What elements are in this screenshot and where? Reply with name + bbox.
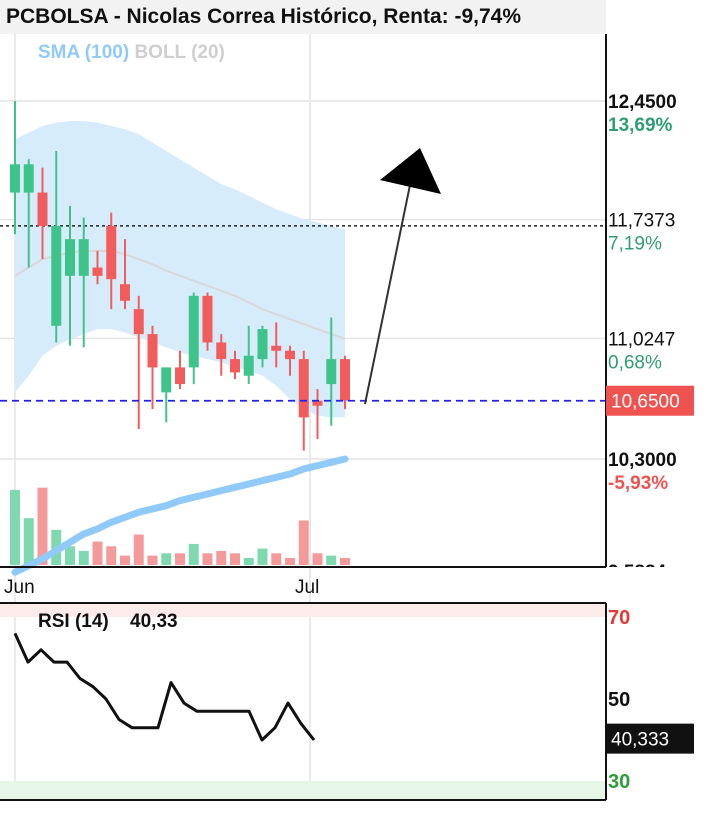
volume-bar xyxy=(188,543,199,565)
indicator-legend: SMA (100) BOLL (20) xyxy=(38,42,225,64)
volume-bar xyxy=(92,541,103,565)
rsi-label[interactable]: RSI (14) xyxy=(38,611,109,632)
rsi-tick-label: 70 xyxy=(608,607,630,629)
x-tick-label: Jul xyxy=(295,577,319,598)
volume-bar xyxy=(312,553,323,565)
x-tick-label: Jun xyxy=(4,577,35,598)
rsi-legend: RSI (14) 40,33 xyxy=(38,611,178,633)
rsi-current-label: 40,333 xyxy=(611,730,669,751)
volume-bar xyxy=(271,553,282,565)
candle-body xyxy=(175,367,185,385)
current-price-tag xyxy=(606,385,694,416)
rsi-overbought-zone xyxy=(0,603,606,617)
y-tick-label: 11,7373 xyxy=(608,211,675,232)
candle-body xyxy=(202,295,213,343)
rsi-oversold-zone xyxy=(0,781,606,800)
candle-body xyxy=(243,355,254,376)
candle-body xyxy=(340,359,350,401)
rsi-tick-label: 30 xyxy=(608,771,630,793)
volume-bar xyxy=(10,490,20,565)
candle-body xyxy=(78,239,89,276)
y-tick-percent: 0,68% xyxy=(608,352,662,373)
volume-bar xyxy=(230,553,240,565)
candle-body xyxy=(161,367,172,393)
volume-bar xyxy=(161,553,172,565)
candle-body xyxy=(188,295,199,368)
candle-body xyxy=(312,400,323,406)
rsi-line xyxy=(13,632,316,742)
rsi-value: 40,33 xyxy=(130,611,178,632)
candle-body xyxy=(106,225,117,280)
sma-line xyxy=(11,455,349,576)
partial-label-mask xyxy=(606,567,708,603)
volume-bar xyxy=(257,548,268,565)
annotation-arrow-head xyxy=(380,148,441,194)
y-tick-percent: 13,69% xyxy=(608,115,673,136)
candle-body xyxy=(51,225,62,326)
y-tick-label: 12,4500 xyxy=(608,92,677,113)
volume-bar xyxy=(326,555,337,565)
candle-body xyxy=(65,239,75,276)
candle-body xyxy=(230,359,240,373)
volume-bar xyxy=(243,557,254,565)
candle-body xyxy=(10,164,20,193)
rsi-current-tag xyxy=(606,723,694,754)
legend-boll[interactable]: BOLL (20) xyxy=(134,42,225,63)
y-tick-label: 10,3000 xyxy=(608,450,677,471)
candle-body xyxy=(257,329,268,360)
legend-sma[interactable]: SMA (100) xyxy=(38,42,130,63)
volume-bar xyxy=(78,550,89,565)
volume-bar xyxy=(120,555,130,565)
volume-bar xyxy=(340,557,350,565)
y-tick-label: 11,0247 xyxy=(608,329,675,350)
candle-body xyxy=(23,164,34,193)
volume-bar xyxy=(147,555,158,565)
volume-bar xyxy=(65,546,75,565)
volume-bar xyxy=(285,557,295,565)
annotation-arrow-shaft xyxy=(364,184,411,405)
current-price-label: 10,6500 xyxy=(611,392,680,413)
volume-bar xyxy=(216,550,227,565)
candle-body xyxy=(326,359,337,385)
y-tick-percent: -5,93% xyxy=(608,473,668,494)
volume-bar xyxy=(298,520,309,565)
y-tick-percent: 7,19% xyxy=(608,234,662,255)
rsi-tick-label: 50 xyxy=(608,689,630,711)
chart-title: PCBOLSA - Nicolas Correa Histórico, Rent… xyxy=(0,0,606,34)
candle-body xyxy=(147,334,158,368)
candle-body xyxy=(92,267,103,276)
candle-body xyxy=(120,284,130,301)
candle-body xyxy=(133,309,144,335)
candle-body xyxy=(298,359,309,418)
candle-body xyxy=(216,342,227,360)
candle-body xyxy=(37,192,48,226)
volume-bar xyxy=(133,534,144,565)
volume-bar xyxy=(202,553,213,565)
volume-bar xyxy=(37,487,48,565)
candle-body xyxy=(271,345,282,351)
volume-bar xyxy=(106,546,117,565)
candle-body xyxy=(285,350,295,360)
volume-bar xyxy=(175,553,185,565)
volume-bar xyxy=(23,518,34,565)
